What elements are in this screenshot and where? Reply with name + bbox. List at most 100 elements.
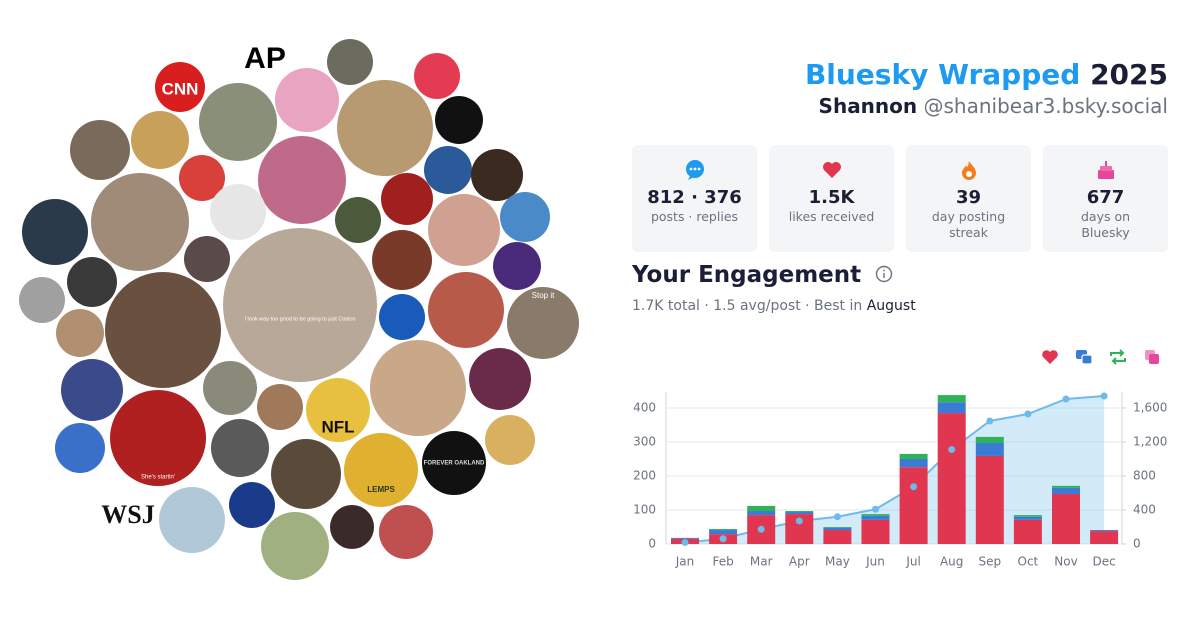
- bar-segment: [671, 537, 699, 539]
- avatar: [327, 39, 373, 85]
- line-point: [986, 417, 994, 425]
- avatar: [428, 194, 500, 266]
- avatar: [507, 287, 579, 359]
- x-tick-label: Jan: [675, 555, 695, 569]
- summary: 1.7K total · 1.5 avg/post · Best in Augu…: [632, 298, 916, 314]
- bar-segment: [1090, 530, 1119, 532]
- avatar-text: I look way too good to be going to just …: [245, 316, 356, 322]
- avatar: [306, 378, 370, 442]
- icon: [686, 160, 704, 180]
- y-tick-label: 100: [633, 502, 656, 516]
- x-tick-label: May: [825, 555, 850, 569]
- bar-segment: [1052, 485, 1080, 488]
- legend-icon: [1110, 349, 1126, 365]
- avatar: [428, 272, 504, 348]
- x-tick-label: Sep: [978, 555, 1001, 569]
- x-tick-label: Feb: [712, 555, 733, 569]
- bar-segment: [899, 467, 928, 544]
- info-icon[interactable]: [875, 265, 893, 283]
- avatar: [258, 136, 346, 224]
- x-tick-label: Jul: [905, 555, 920, 569]
- title: Bluesky Wrapped 2025: [805, 58, 1168, 91]
- legend-icon: [1149, 354, 1159, 364]
- bar-segment: [861, 515, 890, 520]
- bar-segment: [899, 453, 928, 459]
- icon: [1098, 161, 1114, 179]
- bar-segment: [937, 402, 966, 414]
- avatar: [414, 53, 460, 99]
- avatar: [159, 487, 225, 553]
- avatar-text: WSJ: [101, 500, 154, 529]
- bar-segment: [937, 395, 966, 403]
- bar-segment: [975, 436, 1004, 444]
- avatar: [199, 83, 277, 161]
- bar-segment: [823, 530, 852, 544]
- icon: [823, 162, 841, 178]
- legend-icon: [1081, 354, 1093, 365]
- line-point: [1062, 395, 1070, 403]
- avatar: [471, 149, 523, 201]
- avatar: [370, 340, 466, 436]
- bar-segment: [861, 519, 890, 544]
- avatar: [330, 505, 374, 549]
- y2-tick-label: 0: [1133, 537, 1141, 551]
- bar-segment: [709, 529, 738, 531]
- avatar-text: AP: [244, 42, 286, 75]
- line-point: [795, 517, 803, 525]
- avatar: [70, 120, 130, 180]
- avatar: [469, 348, 531, 410]
- avatar: [379, 505, 433, 559]
- bar-segment: [747, 505, 776, 512]
- y-tick-label: 300: [633, 434, 656, 448]
- bar-segment: [823, 526, 852, 528]
- avatar: [22, 199, 88, 265]
- bar-segment: [823, 527, 852, 531]
- user: Shannon @shanibear3.bsky.social: [819, 94, 1168, 118]
- avatar: [211, 419, 269, 477]
- x-tick-label: Apr: [789, 555, 810, 569]
- avatar: [55, 423, 105, 473]
- y2-tick-label: 1,200: [1133, 434, 1167, 448]
- avatar: [493, 242, 541, 290]
- x-tick-label: Jun: [865, 555, 885, 569]
- avatar: [91, 173, 189, 271]
- avatar: [210, 184, 266, 240]
- avatar: [379, 294, 425, 340]
- line-point: [719, 535, 727, 543]
- avatar: [261, 512, 329, 580]
- avatar: [435, 96, 483, 144]
- avatar: [500, 192, 550, 242]
- avatar: [56, 309, 104, 357]
- avatar: [424, 146, 472, 194]
- avatar: [344, 433, 418, 507]
- line-point: [872, 505, 879, 513]
- bar-segment: [1013, 515, 1042, 517]
- x-tick-label: Oct: [1018, 555, 1039, 569]
- avatar: [257, 384, 303, 430]
- avatar-text: She's startin': [141, 475, 175, 481]
- title-brand: Bluesky Wrapped: [804, 58, 1081, 91]
- avatar: [203, 361, 257, 415]
- y2-tick-label: 800: [1133, 468, 1156, 482]
- avatar-text: Stop it: [532, 291, 555, 300]
- avatar: [223, 228, 377, 382]
- avatar-text: LEMPS: [367, 485, 395, 494]
- bar-segment: [1013, 519, 1042, 544]
- line-point: [681, 538, 689, 546]
- legend-icon: [1042, 350, 1058, 364]
- avatar: [179, 155, 225, 201]
- avatar: [105, 272, 221, 388]
- stat-label: day posting streak: [931, 209, 1006, 240]
- bar-segment: [861, 514, 890, 516]
- stat-card: 39 day posting streak: [906, 145, 1031, 252]
- avatar: [422, 431, 486, 495]
- avatar: [485, 415, 535, 465]
- y2-tick-label: 400: [1133, 502, 1156, 516]
- bar-segment: [1052, 494, 1080, 544]
- bar-segment: [937, 413, 966, 544]
- y2-tick-label: 1,600: [1133, 400, 1167, 414]
- line-point: [833, 513, 841, 521]
- x-tick-label: Mar: [750, 555, 773, 569]
- avatar: [131, 111, 189, 169]
